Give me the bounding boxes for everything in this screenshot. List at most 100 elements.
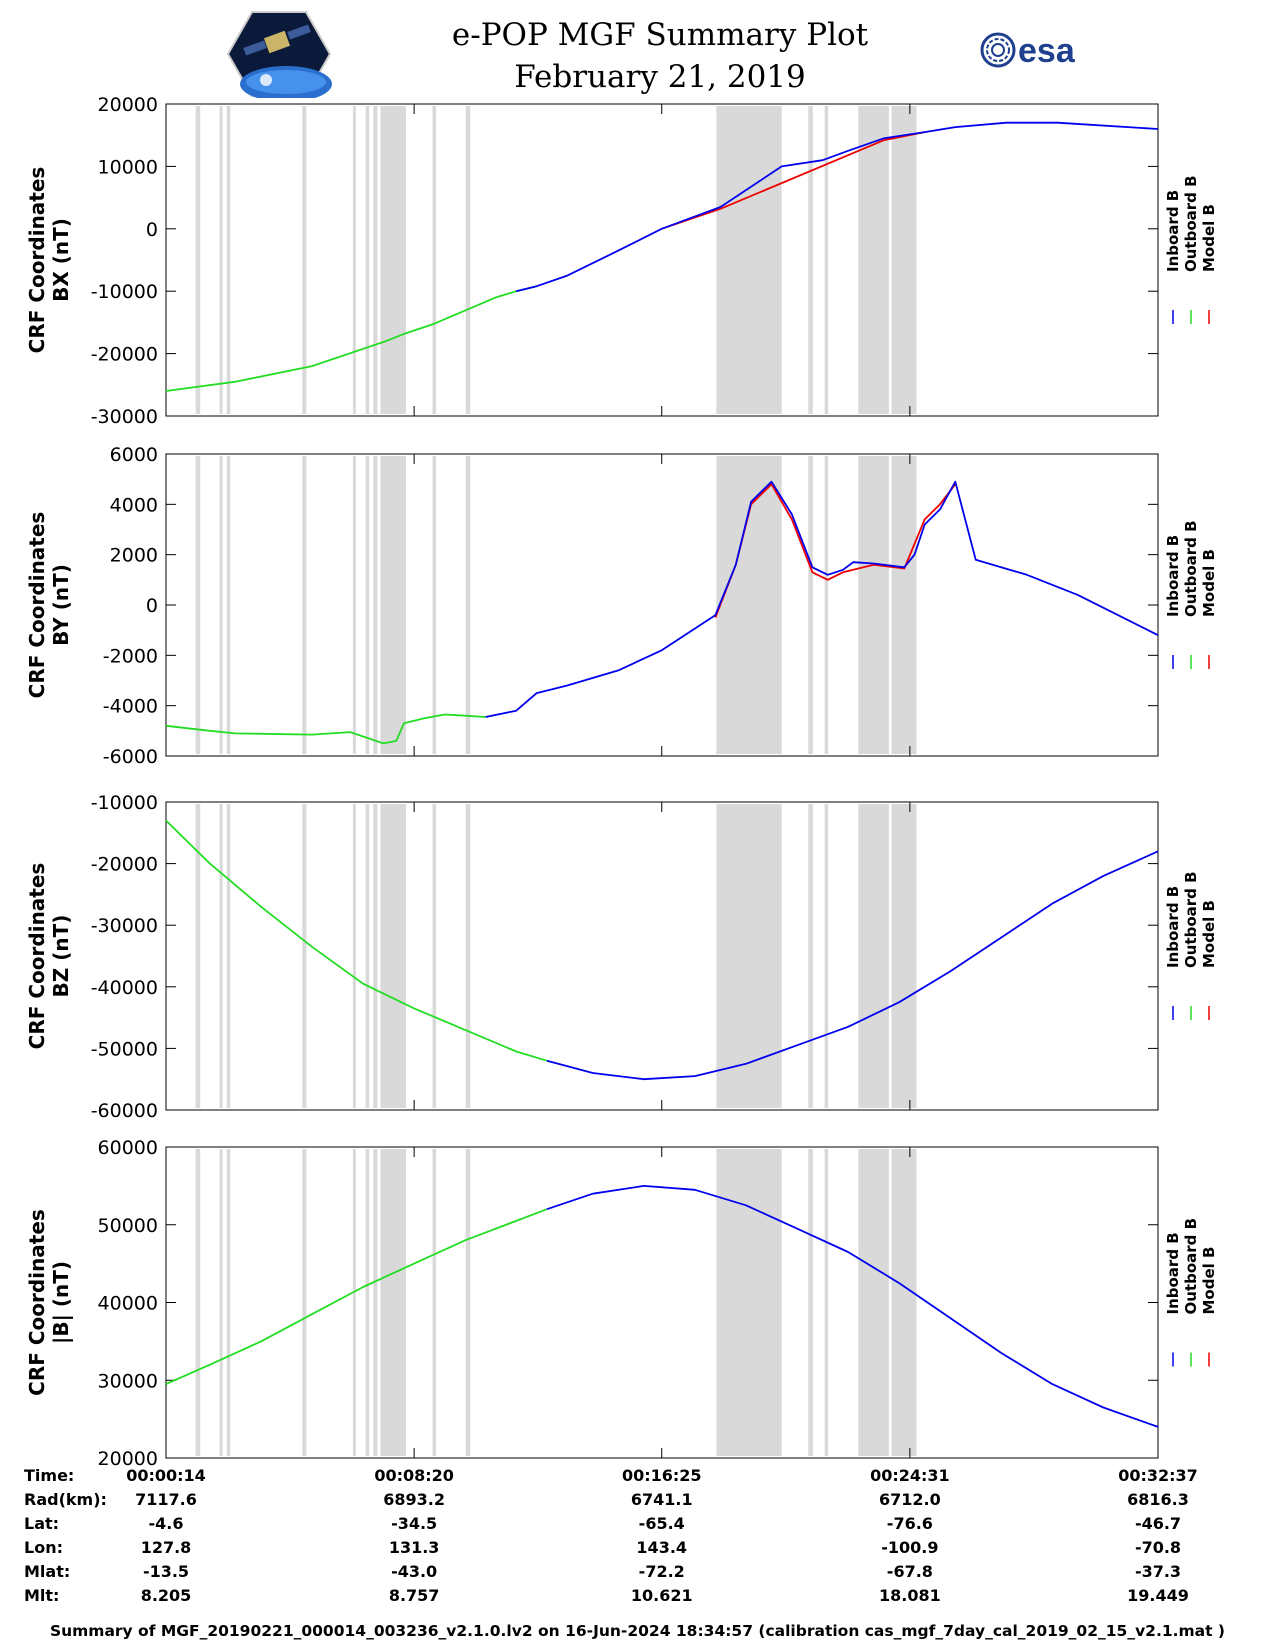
panel-1: 20000 10000 0 -10000 -20000 -30000 CRF Coordin…: [25, 94, 1218, 428]
plot-frame: [165, 103, 1159, 417]
esa-swirl-icon: [980, 32, 1016, 68]
data-gap-band: [808, 1149, 813, 1456]
y-tick-label: -50000: [91, 1038, 158, 1060]
data-gap-band: [432, 106, 437, 414]
plot-date: February 21, 2019: [514, 59, 806, 95]
data-gap-band: [891, 804, 917, 1108]
data-gap-band: [226, 804, 231, 1108]
y-axis-label: CRF CoordinatesBZ (nT): [25, 863, 73, 1050]
plot-title-block: e-POP MGF Summary Plot February 21, 2019: [380, 14, 940, 98]
data-gap-band: [352, 1149, 356, 1456]
outboard-series-line: [165, 285, 537, 392]
legend-inboard-label: Inboard B: [1164, 886, 1182, 968]
outboard-series-line: [165, 819, 548, 1062]
outboard-series-line: [165, 713, 486, 745]
y-axis-label: CRF Coordinates|B| (nT): [25, 1209, 73, 1396]
esa-logo-text: esa: [1018, 32, 1076, 70]
data-gap-band: [465, 456, 471, 754]
y-axis-label-line2: BZ (nT): [49, 915, 73, 998]
esa-logo: esa: [978, 30, 1098, 70]
data-gap-band: [824, 804, 829, 1108]
data-gap-band: [858, 106, 889, 414]
data-gap-band: [195, 456, 201, 754]
data-gap-band: [302, 1149, 307, 1456]
data-gap-band: [824, 1149, 829, 1456]
data-gap-band: [219, 106, 223, 414]
data-gap-band: [808, 456, 813, 754]
y-tick-label: 30000: [98, 1370, 158, 1392]
data-gap-band: [365, 1149, 370, 1456]
y-tick-label: 0: [146, 595, 158, 617]
y-tick-label: -4000: [103, 696, 158, 718]
data-gap-band: [858, 804, 889, 1108]
inboard-series-line: [546, 1185, 1159, 1428]
y-tick-label: 2000: [110, 545, 158, 567]
data-gap-band: [302, 804, 307, 1108]
panel-3: -10000 -20000 -30000 -40000 -50000 -60000 CRF …: [25, 792, 1218, 1122]
data-gap-band: [226, 1149, 231, 1456]
y-axis-label-line2: BY (nT): [49, 564, 73, 646]
data-gap-band: [824, 456, 829, 754]
y-tick-label: 20000: [98, 94, 158, 116]
plot-frame: [165, 1146, 1159, 1459]
y-axis-label-line2: |B| (nT): [49, 1261, 73, 1344]
data-gap-band: [891, 106, 917, 414]
data-gap-band: [716, 804, 782, 1108]
y-tick-label: 60000: [98, 1137, 158, 1159]
data-gap-band: [195, 1149, 201, 1456]
data-gap-band: [858, 1149, 889, 1456]
data-gap-band: [195, 804, 201, 1108]
data-gap-band: [352, 456, 356, 754]
inboard-series-line: [515, 121, 1159, 293]
y-tick-label: 20000: [98, 1448, 158, 1470]
data-gap-band: [432, 1149, 437, 1456]
y-tick-label: -30000: [91, 406, 158, 428]
data-gap-band: [352, 106, 356, 414]
y-tick-label: -20000: [91, 854, 158, 876]
data-gap-band: [365, 456, 370, 754]
y-tick-label: -10000: [91, 281, 158, 303]
data-gap-band: [380, 456, 406, 754]
data-gap-band: [195, 106, 201, 414]
data-gap-band: [380, 1149, 406, 1456]
data-gap-band: [716, 1149, 782, 1456]
y-axis-label: CRF CoordinatesBY (nT): [25, 512, 73, 699]
data-gap-band: [219, 1149, 223, 1456]
outboard-series-line: [165, 1208, 548, 1385]
data-gap-band: [716, 106, 782, 414]
data-gap-band: [302, 106, 307, 414]
y-axis-label-line1: CRF Coordinates: [25, 863, 49, 1050]
legend-model-label: Model B: [1200, 1247, 1218, 1315]
data-gap-band: [808, 804, 813, 1108]
data-gap-band: [373, 456, 378, 754]
y-tick-label: -40000: [91, 977, 158, 999]
y-tick-label: -60000: [91, 1100, 158, 1122]
data-gap-band: [373, 804, 378, 1108]
y-axis-label: CRF CoordinatesBX (nT): [25, 167, 73, 354]
data-gap-band: [219, 456, 223, 754]
y-tick-label: -2000: [103, 645, 158, 667]
y-tick-label: 40000: [98, 1293, 158, 1315]
legend-inboard-label: Inboard B: [1164, 190, 1182, 272]
y-tick-label: -20000: [91, 344, 158, 366]
legend-outboard-label: Outboard B: [1182, 1218, 1200, 1315]
y-tick-label: -10000: [91, 792, 158, 814]
data-gap-band: [465, 804, 471, 1108]
y-axis-label-line1: CRF Coordinates: [25, 1209, 49, 1396]
data-gap-band: [226, 456, 231, 754]
data-gap-band: [432, 804, 437, 1108]
plot-frame: [165, 801, 1159, 1111]
y-tick-label: -6000: [103, 746, 158, 768]
cassiope-logo: [226, 10, 332, 102]
y-tick-label: -30000: [91, 915, 158, 937]
data-gap-band: [716, 456, 782, 754]
legend-model-label: Model B: [1200, 900, 1218, 968]
legend-outboard-label: Outboard B: [1182, 175, 1200, 272]
data-gap-band: [432, 456, 437, 754]
y-tick-label: 0: [146, 219, 158, 241]
legend-inboard-label: Inboard B: [1164, 535, 1182, 617]
plot-frame: [165, 453, 1159, 757]
y-tick-label: 10000: [98, 156, 158, 178]
y-tick-label: 4000: [110, 494, 158, 516]
data-gap-band: [302, 456, 307, 754]
